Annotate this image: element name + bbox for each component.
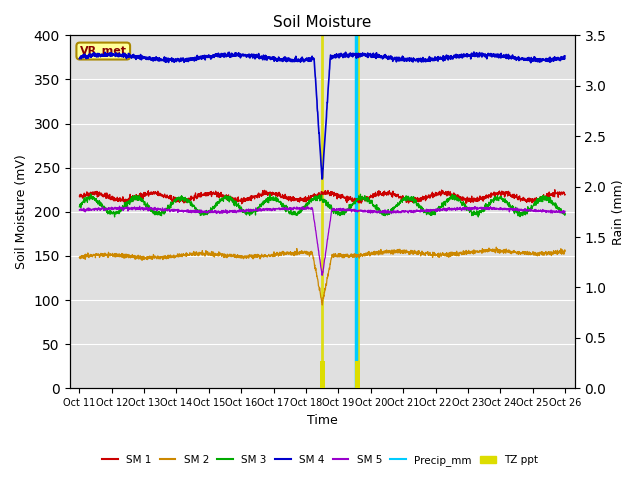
SM 4	[312, 75, 319, 81]
Y-axis label: Rain (mm): Rain (mm)	[612, 179, 625, 245]
SM 3	[312, 197, 320, 203]
Y-axis label: Soil Moisture (mV): Soil Moisture (mV)	[15, 155, 28, 269]
SM 5	[299, 204, 307, 210]
SM 2	[319, 302, 326, 308]
SM 1	[100, 193, 108, 199]
SM 1	[547, 192, 555, 198]
X-axis label: Time: Time	[307, 414, 337, 427]
SM 1	[238, 201, 246, 207]
SM 5	[458, 207, 466, 213]
SM 1	[551, 187, 559, 192]
SM 2	[561, 248, 569, 254]
Text: VR_met: VR_met	[80, 46, 127, 56]
SM 3	[548, 201, 556, 206]
SM 4	[548, 56, 556, 62]
Line: SM 2: SM 2	[79, 247, 565, 305]
Line: SM 1: SM 1	[79, 190, 565, 204]
SM 2	[547, 251, 555, 257]
SM 1	[76, 193, 83, 199]
SM 2	[548, 252, 556, 258]
SM 2	[312, 267, 319, 273]
Bar	[320, 361, 324, 388]
SM 4	[318, 176, 326, 182]
SM 5	[561, 208, 569, 214]
SM 2	[100, 253, 108, 259]
SM 3	[458, 201, 466, 207]
SM 3	[100, 204, 108, 210]
Title: Soil Moisture: Soil Moisture	[273, 15, 371, 30]
SM 2	[76, 255, 83, 261]
SM 1	[458, 195, 466, 201]
SM 1	[299, 195, 307, 201]
SM 4	[76, 56, 83, 61]
SM 3	[547, 198, 555, 204]
SM 3	[561, 212, 569, 218]
SM 2	[458, 250, 466, 256]
SM 4	[458, 54, 466, 60]
SM 3	[76, 204, 83, 210]
SM 4	[561, 53, 569, 59]
SM 5	[100, 206, 108, 212]
SM 5	[547, 207, 555, 213]
Legend: SM 1, SM 2, SM 3, SM 4, SM 5, Precip_mm, TZ ppt: SM 1, SM 2, SM 3, SM 4, SM 5, Precip_mm,…	[98, 451, 542, 470]
SM 5	[312, 228, 319, 233]
SM 2	[492, 244, 500, 250]
SM 3	[300, 205, 307, 211]
Line: SM 3: SM 3	[79, 194, 565, 217]
Bar	[355, 361, 360, 388]
SM 4	[547, 59, 555, 64]
SM 1	[561, 192, 569, 198]
Line: SM 4: SM 4	[79, 52, 565, 179]
Line: SM 5: SM 5	[79, 206, 565, 276]
SM 2	[299, 249, 307, 254]
SM 4	[299, 57, 307, 63]
SM 3	[111, 214, 118, 220]
SM 1	[312, 193, 319, 199]
SM 1	[547, 192, 555, 197]
SM 5	[548, 207, 556, 213]
SM 4	[470, 49, 477, 55]
SM 5	[76, 207, 83, 213]
SM 3	[87, 191, 95, 197]
SM 5	[136, 204, 143, 209]
SM 5	[319, 273, 326, 278]
SM 4	[100, 53, 108, 59]
